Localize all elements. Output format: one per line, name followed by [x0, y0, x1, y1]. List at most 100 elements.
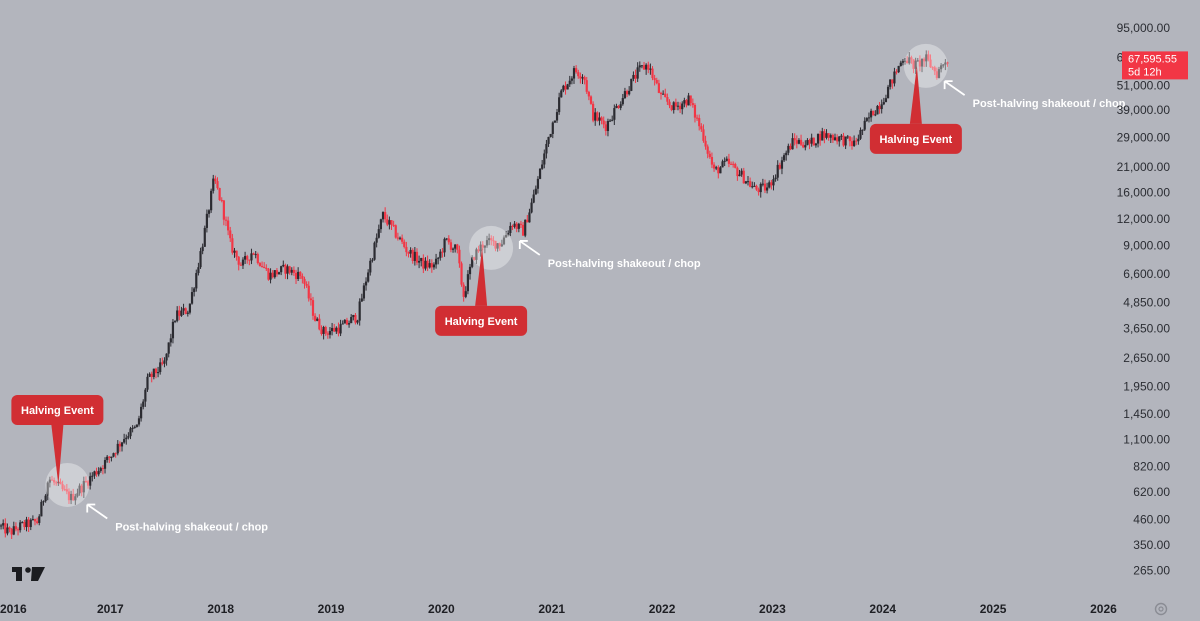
candle-body [197, 267, 200, 274]
candle-body [547, 136, 550, 144]
candle-body [129, 428, 132, 437]
candle-body [386, 219, 389, 225]
candle-body [816, 134, 820, 144]
candle-body [829, 135, 832, 138]
candle-body [413, 251, 416, 261]
candle-body [263, 267, 266, 269]
candle-body [144, 389, 147, 402]
candle-body [804, 145, 807, 148]
candle-body [38, 516, 41, 523]
candle-body [534, 188, 537, 195]
candle-body [154, 368, 158, 374]
candle-body [299, 271, 302, 276]
candle-countdown: 5d 12h [1128, 66, 1162, 78]
candle-body [606, 120, 610, 132]
candle-body [846, 136, 849, 138]
candle-body [235, 250, 238, 257]
candle-body [65, 489, 68, 492]
candle-body [884, 98, 888, 103]
candle-body [549, 133, 552, 137]
candle-body [867, 117, 871, 119]
candle-body [778, 164, 781, 169]
candle-body [859, 130, 862, 139]
candle-body [394, 225, 397, 238]
candle-body [742, 170, 745, 184]
candle-body [294, 272, 298, 279]
candle-body [80, 485, 83, 493]
candle-body [488, 238, 491, 241]
x-tick-label: 2021 [538, 602, 565, 616]
candle-body [156, 372, 160, 374]
candle-body [810, 137, 813, 144]
candle-body [729, 163, 733, 165]
candle-body [734, 164, 737, 168]
candle-body [530, 202, 533, 213]
x-tick-label: 2026 [1090, 602, 1117, 616]
candle-body [589, 96, 593, 104]
candle-body [203, 227, 206, 247]
tradingview-logo-icon[interactable] [12, 567, 45, 581]
candle-body [231, 238, 234, 253]
candle-body [25, 519, 28, 528]
candle-body [594, 112, 597, 121]
candle-body [662, 93, 665, 95]
candle-body [944, 62, 947, 65]
candle-body [897, 65, 900, 73]
candle-body [526, 219, 529, 223]
candle-body [562, 85, 565, 91]
candle-body [850, 141, 854, 146]
candle-body [417, 260, 421, 263]
candle-body [532, 194, 535, 203]
candle-body [500, 244, 503, 247]
candle-body [466, 274, 470, 292]
candle-body [736, 167, 739, 177]
candle-body [367, 272, 370, 282]
candle-body [836, 137, 839, 142]
candle-body [4, 523, 7, 534]
candle-body [611, 119, 614, 121]
candle-body [863, 120, 866, 130]
candle-body [61, 484, 64, 490]
y-tick-label: 460.00 [1133, 513, 1170, 527]
candle-body [101, 468, 105, 470]
candle-body [838, 136, 841, 142]
candle-body [602, 120, 605, 125]
candle-body [14, 526, 18, 530]
candle-body [50, 479, 54, 481]
candle-body [256, 254, 259, 264]
candle-body [254, 254, 257, 256]
candle-body [916, 60, 919, 62]
candle-body [401, 237, 404, 242]
candle-body [443, 238, 446, 253]
x-tick-label: 2023 [759, 602, 786, 616]
candle-body [369, 260, 372, 273]
settings-gear-icon[interactable] [1154, 602, 1168, 616]
candle-body [524, 219, 527, 236]
candle-body [398, 237, 402, 239]
candle-body [757, 189, 760, 193]
candle-body [920, 58, 924, 67]
candle-body [782, 155, 786, 161]
candle-body [674, 102, 677, 107]
candle-body [893, 71, 896, 84]
candle-body [127, 436, 130, 438]
candle-body [243, 256, 247, 260]
candle-body [207, 210, 211, 214]
y-tick-label: 2,650.00 [1123, 351, 1170, 365]
candle-body [912, 59, 915, 69]
candle-body [0, 525, 3, 527]
candle-body [267, 268, 270, 280]
candle-body [744, 181, 747, 184]
candle-body [806, 140, 809, 146]
candle-body [655, 79, 658, 84]
candle-body [596, 112, 599, 121]
candle-body [825, 133, 828, 138]
candle-body [152, 368, 155, 377]
candle-body [97, 470, 100, 475]
candle-body [659, 92, 663, 95]
candle-body [89, 476, 92, 486]
y-tick-label: 265.00 [1133, 564, 1170, 578]
candle-body [269, 272, 272, 280]
